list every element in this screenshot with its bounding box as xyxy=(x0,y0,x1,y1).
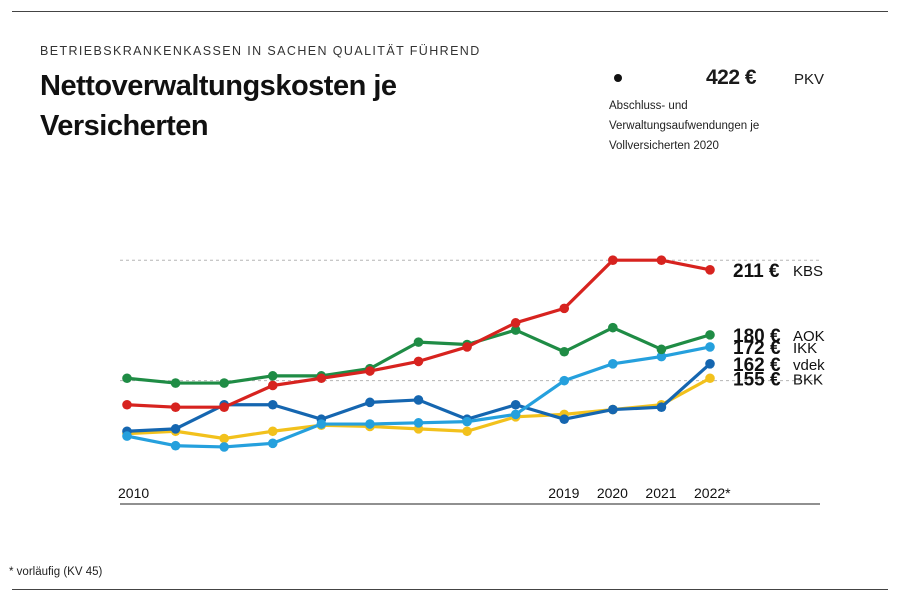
series-end-labels: 211 € KBS 180 € AOK 172 € IKK 162 € vdek 155 € BK… xyxy=(733,261,825,390)
data-point-ikk-2014 xyxy=(316,419,327,429)
data-point-kbs-2015 xyxy=(365,366,375,376)
end-label-name-kbs: KBS xyxy=(793,263,823,280)
data-point-ikk-2016 xyxy=(413,418,424,428)
data-point-aok-2010 xyxy=(122,373,132,384)
data-point-bkk-2022 xyxy=(705,373,715,384)
data-point-ikk-2017 xyxy=(462,416,472,427)
data-point-ikk-2015 xyxy=(365,419,375,429)
data-point-kbs-2019 xyxy=(559,303,570,314)
x-tick-label: 2020 xyxy=(597,485,628,501)
data-point-aok-2016 xyxy=(413,337,424,347)
pkv-dot xyxy=(614,74,622,82)
data-point-vdek-2016 xyxy=(413,395,424,405)
data-point-kbs-2016 xyxy=(413,356,424,367)
data-point-vdek-2019 xyxy=(559,414,570,425)
data-point-aok-2022 xyxy=(705,330,715,340)
end-label-value-vdek: 162 € xyxy=(733,355,781,376)
end-label-value-aok: 180 € xyxy=(733,326,781,347)
pkv-value: 422 € xyxy=(706,66,757,89)
pkv-note: Abschluss- und Verwaltungsaufwendungen j… xyxy=(609,100,760,152)
data-point-ikk-2011 xyxy=(170,440,181,451)
end-label-name-ikk: IKK xyxy=(793,340,817,357)
data-point-kbs-2020 xyxy=(608,255,618,265)
data-point-ikk-2020 xyxy=(608,359,618,369)
x-tick-labels: 2010 2019 2020 2021 2022* xyxy=(118,485,731,501)
data-point-kbs-2012 xyxy=(219,402,229,412)
series-lines xyxy=(122,255,715,452)
data-point-vdek-2018 xyxy=(510,399,521,410)
data-point-ikk-2013 xyxy=(267,438,278,449)
bottom-rule xyxy=(12,589,888,590)
chart-title: Nettoverwaltungskosten je Versicherten xyxy=(40,70,397,142)
pkv-name: PKV xyxy=(794,71,825,88)
data-point-bkk-2013 xyxy=(267,426,278,437)
series-line-aok xyxy=(126,326,711,385)
data-point-kbs-2010 xyxy=(122,399,132,410)
data-point-kbs-2017 xyxy=(462,342,472,352)
data-point-aok-2018 xyxy=(510,325,521,335)
data-point-aok-2020 xyxy=(608,322,618,333)
data-point-bkk-2017 xyxy=(462,426,472,437)
data-point-aok-2013 xyxy=(267,371,278,381)
reference-lines xyxy=(120,259,820,382)
data-point-ikk-2010 xyxy=(122,431,132,441)
data-point-aok-2012 xyxy=(219,378,229,388)
end-label-value-bkk: 155 € xyxy=(733,369,781,390)
data-point-kbs-2021 xyxy=(656,255,667,265)
data-point-aok-2011 xyxy=(170,378,181,388)
x-tick-label: 2019 xyxy=(548,485,579,501)
end-label-value-kbs: 211 € xyxy=(733,261,780,282)
top-rule xyxy=(12,11,888,12)
data-point-kbs-2018 xyxy=(510,318,521,328)
data-point-kbs-2014 xyxy=(316,373,327,384)
x-tick-label: 2010 xyxy=(118,485,149,501)
data-point-aok-2021 xyxy=(656,344,667,355)
data-point-vdek-2013 xyxy=(267,399,278,410)
data-point-vdek-2011 xyxy=(170,424,181,434)
data-point-vdek-2022 xyxy=(705,359,715,369)
x-tick-label: 2022* xyxy=(694,485,731,501)
data-point-vdek-2020 xyxy=(608,404,618,415)
data-point-kbs-2022 xyxy=(705,265,715,275)
data-point-ikk-2018 xyxy=(510,409,521,420)
end-label-name-aok: AOK xyxy=(793,328,825,345)
data-point-vdek-2021 xyxy=(656,402,667,412)
data-point-ikk-2019 xyxy=(559,375,570,386)
data-point-bkk-2012 xyxy=(219,433,229,444)
chart-kicker: BETRIEBSKRANKENKASSEN IN SACHEN QUALITÄT… xyxy=(40,44,481,58)
data-point-ikk-2012 xyxy=(219,442,229,452)
data-point-kbs-2013 xyxy=(267,380,278,391)
end-label-value-ikk: 172 € xyxy=(733,338,781,359)
data-point-aok-2019 xyxy=(559,346,570,357)
end-label-name-bkk: BKK xyxy=(793,371,823,388)
data-point-ikk-2022 xyxy=(705,342,715,352)
data-point-ikk-2021 xyxy=(656,351,667,362)
x-tick-label: 2021 xyxy=(645,485,676,501)
end-label-name-vdek: vdek xyxy=(793,357,825,374)
footnote: * vorläufig (KV 45) xyxy=(9,566,103,578)
data-point-vdek-2015 xyxy=(365,397,375,408)
data-point-kbs-2011 xyxy=(170,402,181,412)
